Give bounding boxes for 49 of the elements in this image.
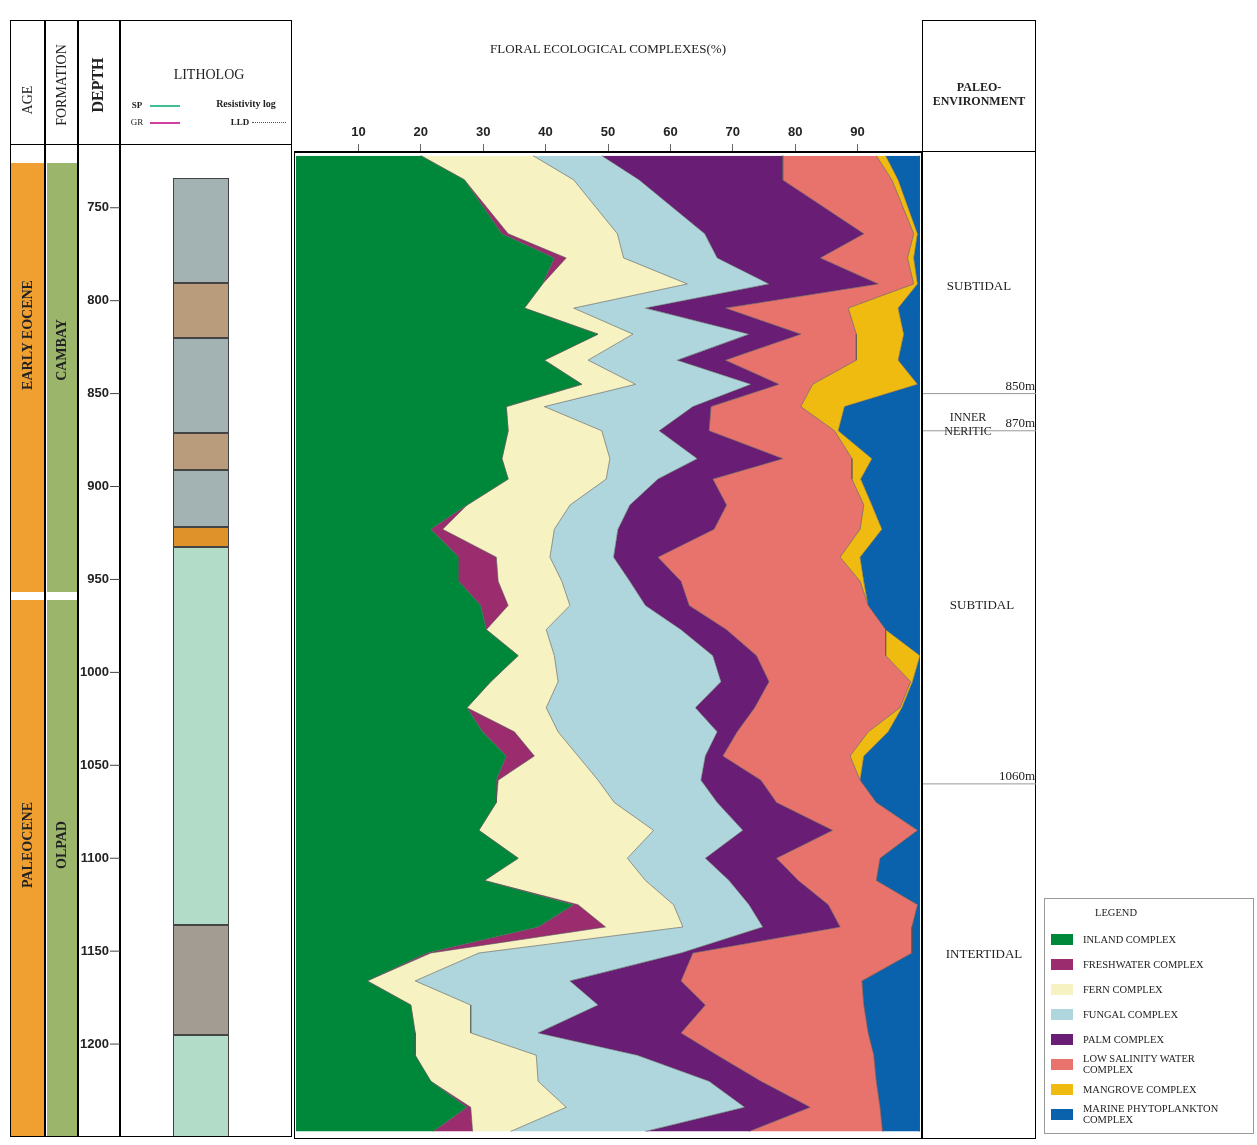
text: SUBTIDAL [949,597,1015,613]
text: Resistivity log [216,97,276,109]
text: LLD [230,117,250,128]
y-tick-label: 800 [87,292,109,308]
legend-title: LEGEND [1095,907,1137,918]
text: OLPAD [53,821,69,869]
y-tick-label: 900 [87,478,109,494]
text: SP [131,100,143,111]
y-tick-label: 1050 [80,756,109,772]
y-tick-label: 1200 [80,1035,109,1051]
x2-tick-label: 30 [475,123,491,139]
x2-tick-label: 70 [725,123,741,139]
ref-line-label: 850m [1005,377,1035,393]
x2-tick-label: 10 [351,123,366,139]
legend-label: INLAND COMPLEX [1083,933,1178,945]
y-tick-label: 1000 [80,663,109,679]
y-tick-label: 1100 [80,849,109,865]
text: INNER NERITIC [944,410,992,439]
text: PALEO-ENVIRONMENT [932,80,1026,109]
text: GR [130,117,144,128]
text: SUBTIDAL [946,278,1012,294]
text: LITHOLOG [173,66,245,82]
x2-tick-label: 90 [850,123,865,139]
x2-axis-title: FLORAL ECOLOGICAL COMPLEXES(%) [490,41,726,57]
ref-line-label: 870m [1005,414,1035,430]
legend-label: FERN COMPLEX [1083,983,1164,995]
legend-label: FUNGAL COMPLEX [1083,1008,1179,1020]
x2-tick-label: 50 [600,123,616,139]
text: FORMATION [53,44,69,126]
x2-tick-label: 20 [413,123,429,139]
y-axis-title: DEPTH [89,56,107,113]
legend-label: MANGROVE COMPLEX [1083,1083,1198,1095]
legend-label: MARINE PHYTOPLANKTON COMPLEX [1083,1103,1220,1125]
text: PALEOCENE [19,801,35,889]
y-tick-label: 1150 [80,942,109,958]
y-tick-label: 750 [87,199,109,215]
x2-tick-label: 80 [787,123,803,139]
ref-line-label: 1060m [998,767,1035,783]
legend-label: FRESHWATER COMPLEX [1083,958,1205,970]
legend-label: LOW SALINITY WATER COMPLEX [1083,1053,1196,1075]
text: AGE [19,85,35,115]
y-tick-label: 950 [87,571,109,587]
text: INTERTIDAL [945,946,1023,962]
x2-tick-label: 40 [538,123,553,139]
y-tick-label: 850 [87,385,109,401]
x2-tick-label: 60 [663,123,678,139]
text: CAMBAY [53,319,69,381]
text: EARLY EOCENE [19,280,35,390]
legend-label: PALM COMPLEX [1083,1033,1165,1045]
